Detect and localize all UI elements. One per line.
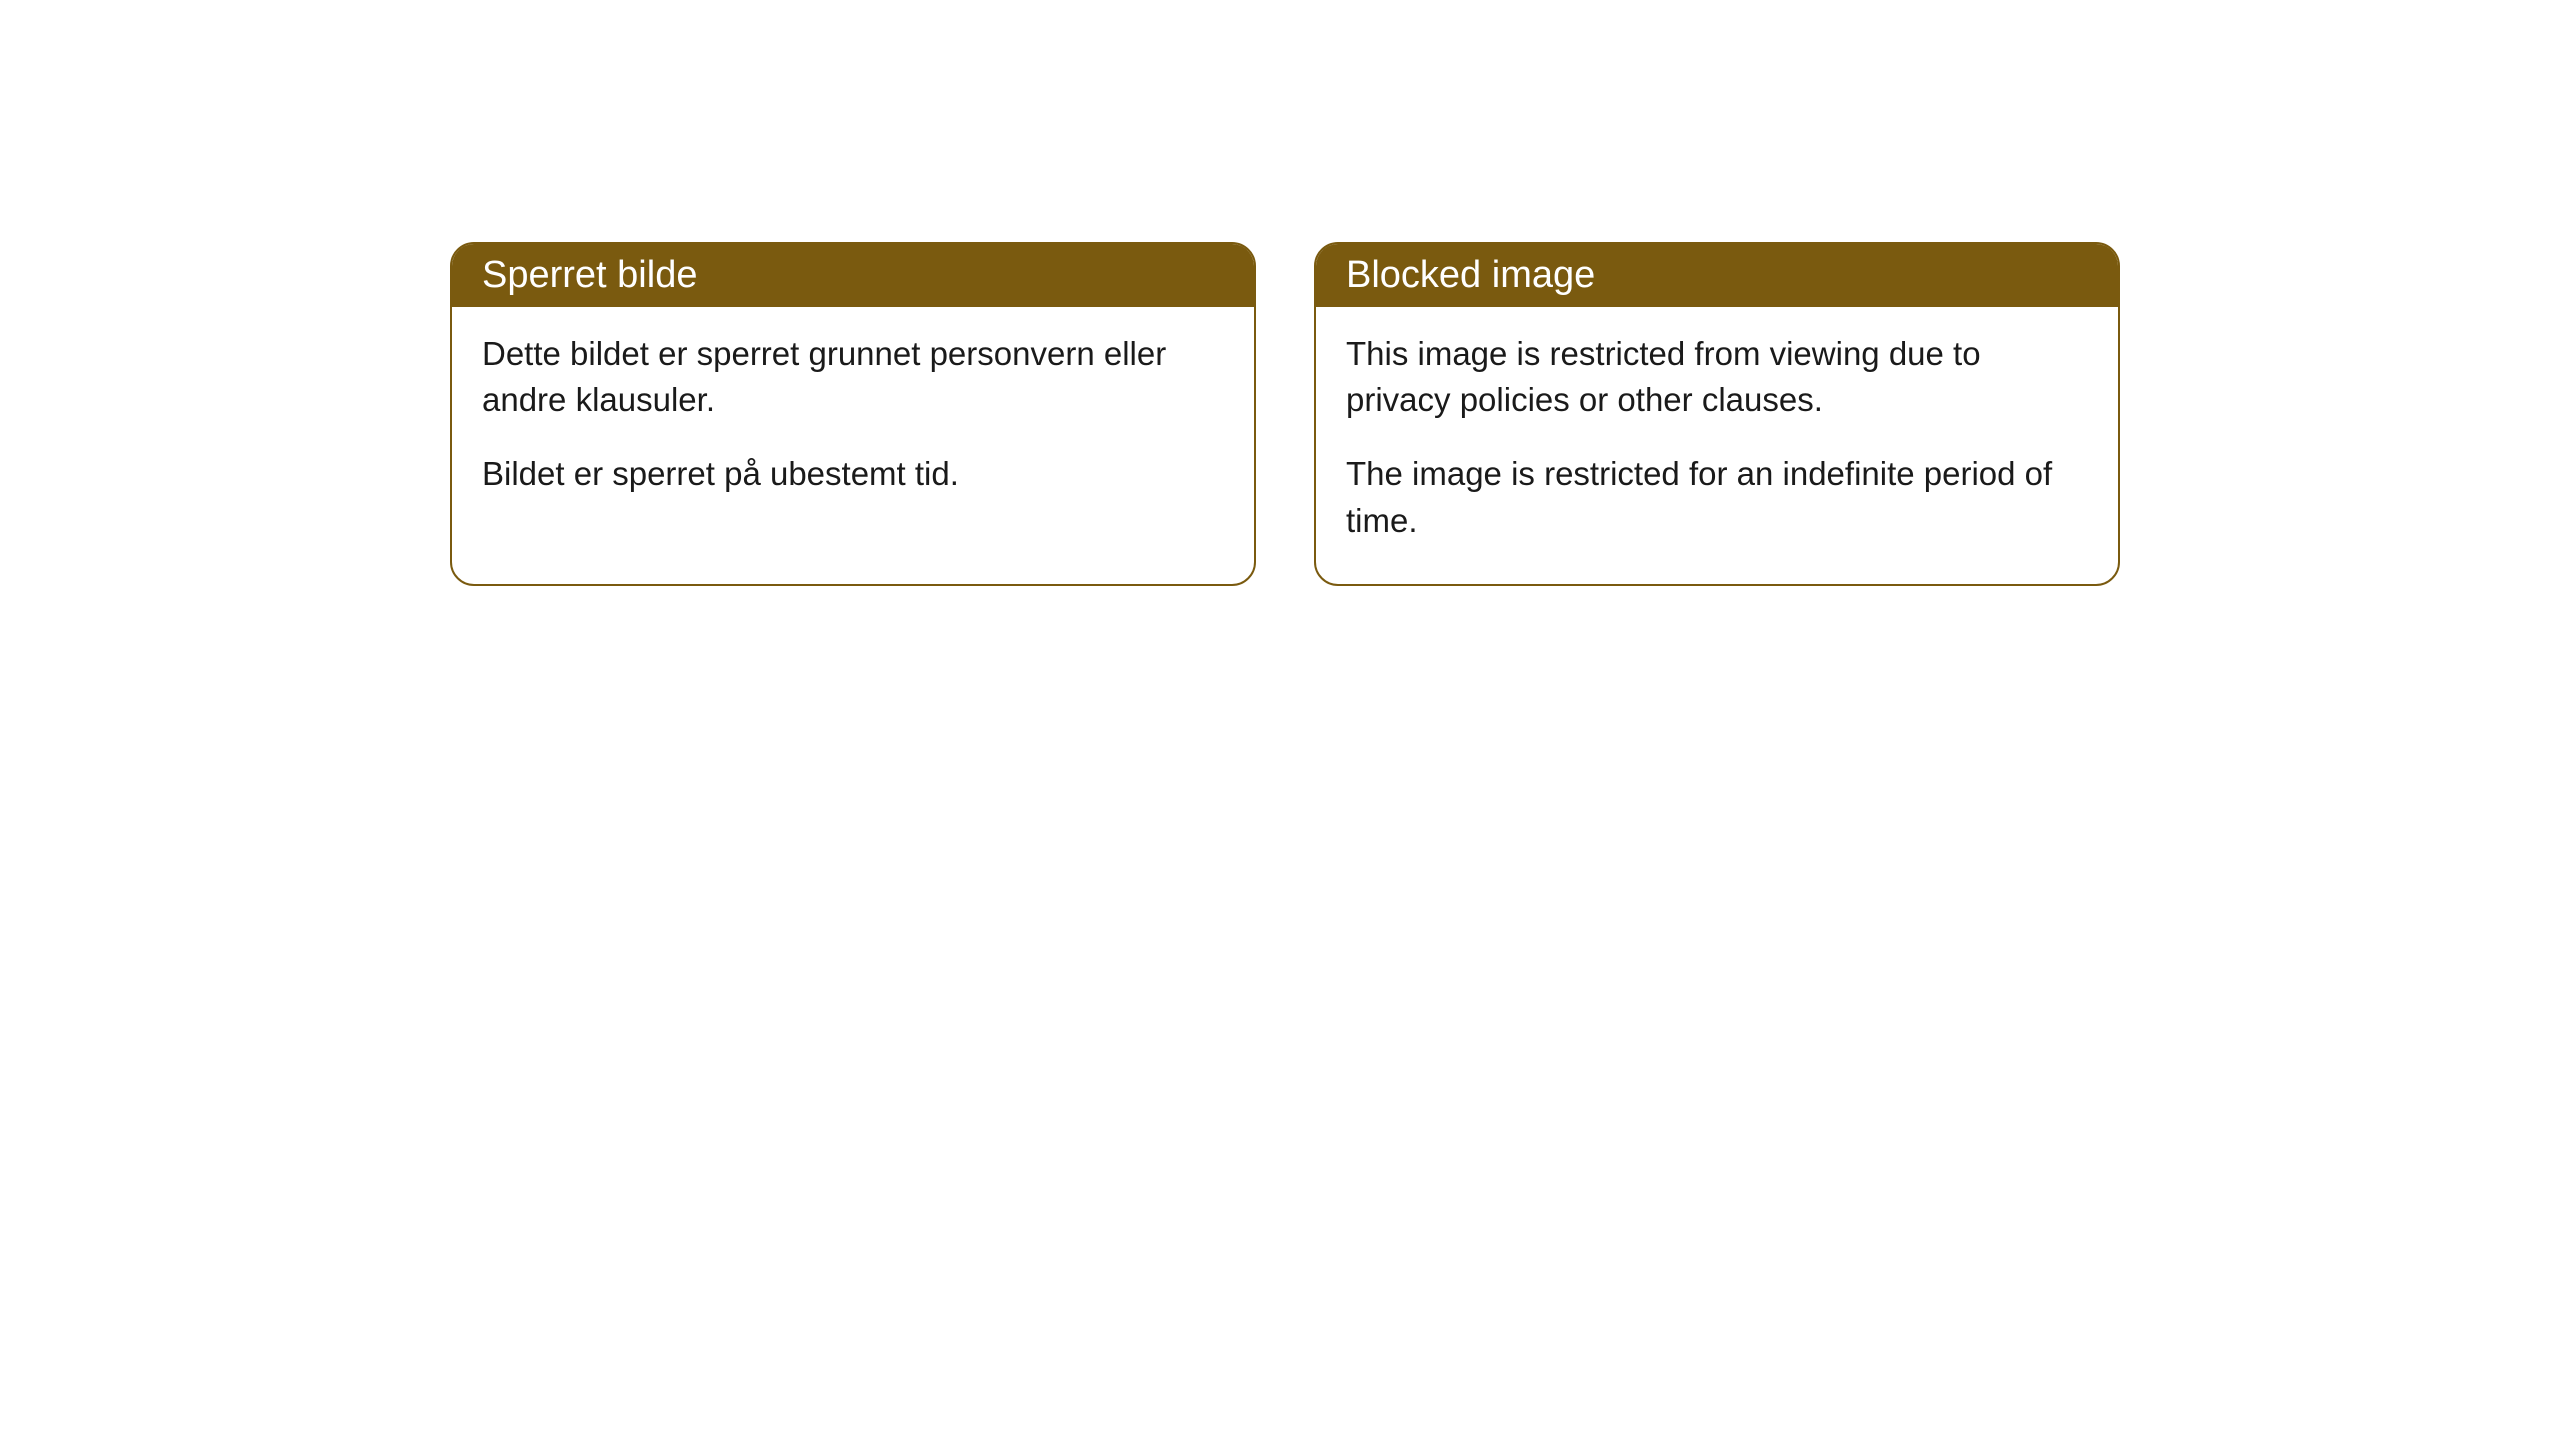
card-paragraph-2-norwegian: Bildet er sperret på ubestemt tid. [482, 451, 1224, 497]
cards-container: Sperret bilde Dette bildet er sperret gr… [450, 242, 2120, 586]
card-paragraph-1-english: This image is restricted from viewing du… [1346, 331, 2088, 423]
card-header-norwegian: Sperret bilde [452, 244, 1254, 307]
card-paragraph-1-norwegian: Dette bildet er sperret grunnet personve… [482, 331, 1224, 423]
blocked-image-card-norwegian: Sperret bilde Dette bildet er sperret gr… [450, 242, 1256, 586]
card-body-english: This image is restricted from viewing du… [1316, 307, 2118, 584]
card-body-norwegian: Dette bildet er sperret grunnet personve… [452, 307, 1254, 538]
card-header-english: Blocked image [1316, 244, 2118, 307]
blocked-image-card-english: Blocked image This image is restricted f… [1314, 242, 2120, 586]
card-paragraph-2-english: The image is restricted for an indefinit… [1346, 451, 2088, 543]
